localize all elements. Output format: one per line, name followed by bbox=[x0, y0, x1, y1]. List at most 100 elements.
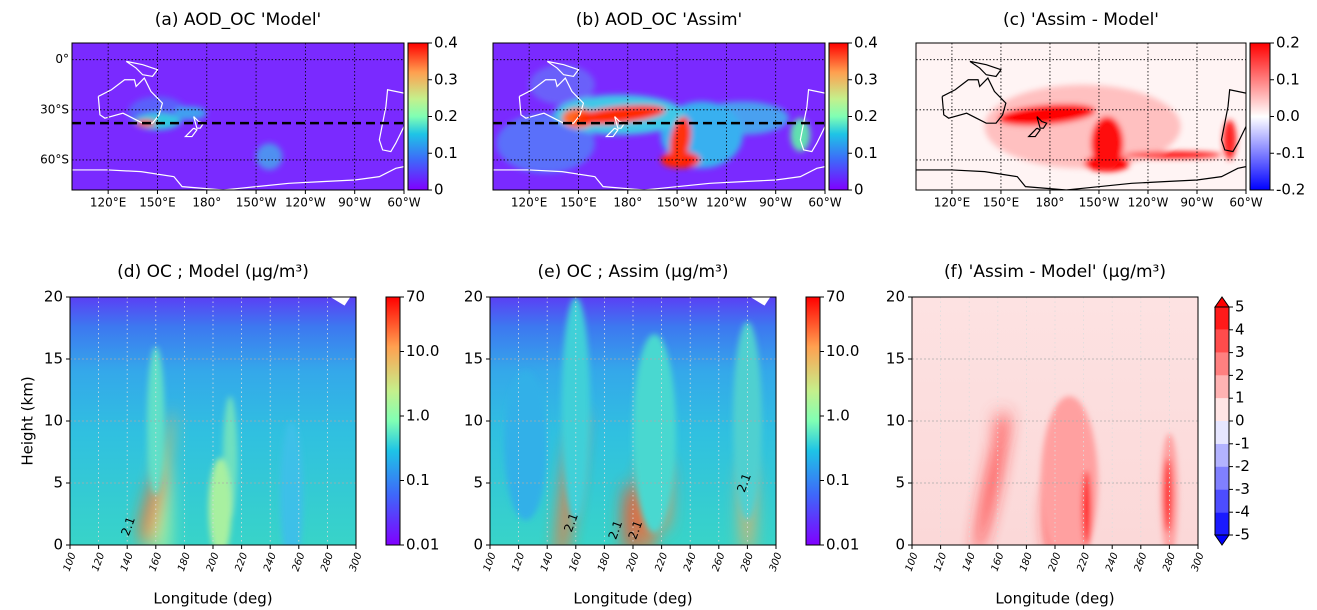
colorbar-tick-label: 0.2 bbox=[434, 107, 458, 125]
coastline bbox=[1036, 116, 1048, 129]
colorbar-tick-label: 0 bbox=[854, 181, 864, 199]
colorbar-tick-label: 5 bbox=[1235, 298, 1245, 316]
colorbar-tick-label: 1.0 bbox=[406, 407, 430, 425]
coastline bbox=[1220, 89, 1246, 153]
x-tick-label: 180° bbox=[192, 196, 221, 210]
plot-area bbox=[70, 297, 356, 545]
field bbox=[984, 84, 1237, 172]
panel-title: (c) 'Assim - Model' bbox=[1003, 10, 1159, 30]
y-tick-label: 15 bbox=[886, 350, 905, 368]
x-tick-label: 120°W bbox=[706, 196, 747, 210]
colorbar-tick-label: 10.0 bbox=[826, 342, 859, 360]
x-tick-label: 150°E bbox=[983, 196, 1020, 210]
plot-area bbox=[72, 43, 404, 190]
x-tick-label: 240 bbox=[682, 551, 699, 573]
x-tick-label: 150°W bbox=[657, 196, 698, 210]
colorbar: 0 0.1 0.2 0.3 0.4 bbox=[407, 34, 458, 199]
colorbar-tick-label: -5 bbox=[1235, 526, 1250, 544]
x-tick-label: 300 bbox=[1190, 551, 1207, 573]
plot-frame bbox=[489, 296, 777, 546]
colorbar-level bbox=[1215, 466, 1229, 490]
panel: (a) AOD_OC 'Model' 0° 30°S 60°S 120°E 150°E 18… bbox=[40, 10, 458, 210]
x-tick-label: 120°E bbox=[90, 196, 127, 210]
colorbar-tick-label: 0.01 bbox=[826, 536, 859, 554]
x-tick-label: 200 bbox=[1047, 551, 1064, 573]
colorbar-level bbox=[1215, 375, 1229, 399]
colorbar-gradient bbox=[806, 297, 820, 545]
colorbar-tick-label: 0.2 bbox=[1276, 34, 1300, 52]
colorbar-tick-label: 70 bbox=[406, 288, 425, 306]
x-axis-label: Longitude (deg) bbox=[153, 590, 272, 608]
panel: (e) OC ; Assim (μg/m³) 0 5 10 15 20 100 120 140 1… bbox=[464, 262, 860, 608]
x-tick-label: 140 bbox=[961, 551, 978, 573]
contour-label: 2.1 bbox=[118, 515, 138, 538]
x-tick-label: 100 bbox=[482, 551, 499, 573]
colorbar-tick-label: 0.0 bbox=[1276, 107, 1300, 125]
colorbar-level bbox=[1215, 512, 1229, 535]
panel-title: (e) OC ; Assim (μg/m³) bbox=[538, 262, 729, 282]
colorbar-tick-label: 0.1 bbox=[1276, 70, 1300, 88]
x-tick-label: 90°W bbox=[338, 196, 371, 210]
aerosol-plume bbox=[1163, 458, 1173, 533]
aerosol-plume bbox=[496, 113, 595, 174]
panel-title: (b) AOD_OC 'Assim' bbox=[576, 10, 742, 30]
colorbar-tick-label: 0.3 bbox=[854, 70, 878, 88]
aerosol-plume bbox=[208, 458, 232, 545]
field-background bbox=[72, 43, 404, 190]
y-tick-label: 20 bbox=[886, 288, 905, 306]
colorbar-tick-label: 0.1 bbox=[434, 144, 458, 162]
x-tick-label: 260 bbox=[291, 551, 308, 573]
x-tick-label: 90°W bbox=[1180, 196, 1213, 210]
y-tick-label: 0 bbox=[473, 536, 483, 554]
aerosol-plume bbox=[1223, 119, 1237, 160]
x-tick-label: 150°E bbox=[560, 196, 597, 210]
aerosol-plume bbox=[573, 105, 666, 125]
y-tick-label: 0° bbox=[55, 52, 69, 66]
coastline bbox=[546, 60, 580, 78]
panel: (b) AOD_OC 'Assim' 120°E 150°E 180° 150°W 120… bbox=[492, 10, 878, 210]
panel: (c) 'Assim - Model' 120°E 150°E 180° 150°W 12… bbox=[915, 10, 1305, 210]
x-tick-label: 120 bbox=[510, 551, 527, 573]
plot-frame bbox=[492, 42, 826, 191]
x-tick-label: 180 bbox=[1018, 551, 1035, 573]
x-tick-label: 100 bbox=[904, 551, 921, 573]
x-tick-label: 220 bbox=[1075, 551, 1092, 573]
x-tick-label: 150°W bbox=[236, 196, 277, 210]
colorbar-frame bbox=[805, 296, 821, 546]
panel-title: (f) 'Assim - Model' (μg/m³) bbox=[944, 262, 1166, 282]
x-tick-label: 140 bbox=[119, 551, 136, 573]
x-tick-label: 120°W bbox=[1128, 196, 1169, 210]
colorbar-tick-label: 1 bbox=[1235, 389, 1245, 407]
coastline bbox=[378, 89, 404, 153]
plot-area bbox=[916, 43, 1246, 190]
x-axis-label: Longitude (deg) bbox=[573, 590, 692, 608]
x-tick-label: 100 bbox=[62, 551, 79, 573]
y-tick-label: 15 bbox=[44, 350, 63, 368]
x-tick-label: 160 bbox=[990, 551, 1007, 573]
x-tick-label: 120 bbox=[932, 551, 949, 573]
x-tick-label: 240 bbox=[1104, 551, 1121, 573]
panel-title: (a) AOD_OC 'Model' bbox=[155, 10, 321, 30]
colorbar-tick-label: 2 bbox=[1235, 366, 1245, 384]
coastline bbox=[193, 116, 205, 129]
y-tick-label: 30°S bbox=[40, 102, 69, 116]
colorbar-gradient bbox=[386, 297, 400, 545]
x-tick-label: 120°E bbox=[934, 196, 971, 210]
x-tick-label: 220 bbox=[653, 551, 670, 573]
aerosol-plume bbox=[622, 483, 638, 545]
colorbar-tick-label: 10.0 bbox=[406, 342, 439, 360]
colorbar: 0.01 0.1 1.0 10.0 70 bbox=[805, 288, 859, 554]
x-tick-label: 160 bbox=[568, 551, 585, 573]
coastline bbox=[493, 166, 825, 190]
coastline bbox=[941, 77, 1007, 124]
x-tick-label: 200 bbox=[205, 551, 222, 573]
x-tick-label: 160 bbox=[148, 551, 165, 573]
colorbar-tick-label: -1 bbox=[1235, 434, 1250, 452]
aerosol-plume bbox=[997, 103, 1096, 126]
colorbar: 0 0.1 0.2 0.3 0.4 bbox=[828, 34, 878, 199]
colorbar-gradient bbox=[408, 43, 428, 190]
y-tick-label: 10 bbox=[464, 412, 483, 430]
aerosol-plume bbox=[669, 116, 691, 163]
x-tick-label: 180 bbox=[176, 551, 193, 573]
plot-frame bbox=[915, 42, 1247, 191]
